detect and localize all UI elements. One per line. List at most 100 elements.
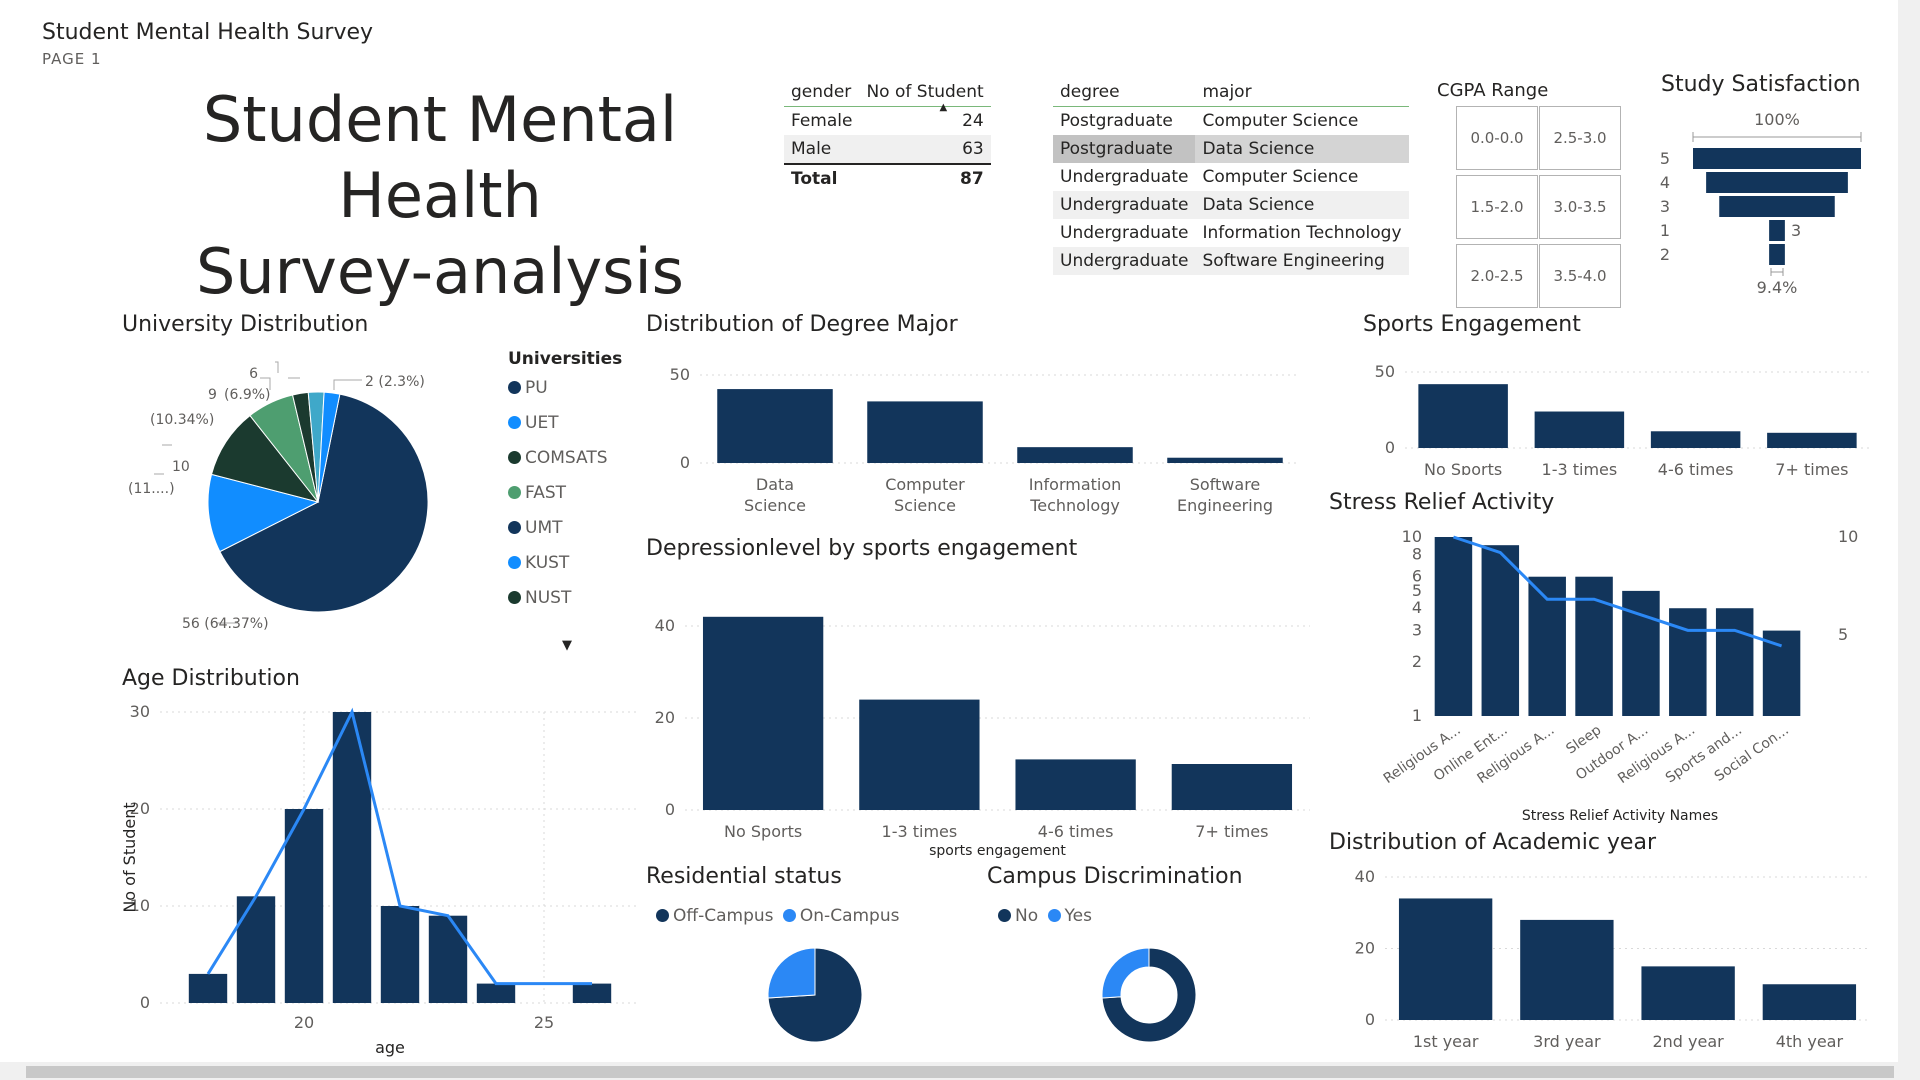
table-row[interactable]: Postgraduate Computer Science: [1053, 107, 1409, 136]
bar: [1641, 966, 1735, 1020]
funnel-category-label: 5: [1660, 149, 1670, 168]
residential-pie-chart[interactable]: [760, 940, 870, 1050]
age-distribution-title: Age Distribution: [122, 666, 300, 691]
gender-column-header[interactable]: gender: [791, 82, 852, 102]
depression-chart[interactable]: 0 20 40 No Sports 1-3 times 4-6 times 7+ times…: [640, 600, 1320, 865]
sports-engagement-chart[interactable]: 0 50 No Sports 1-3 times 4-6 times 7+ times: [1360, 345, 1880, 475]
cgpa-option[interactable]: 2.5-3.0: [1539, 106, 1621, 170]
academic-year-chart[interactable]: 0 20 40 1st year 3rd year 2nd year 4th year: [1340, 865, 1880, 1055]
university-legend[interactable]: PU UET COMSATS FAST UMT KUST NUST: [508, 374, 608, 619]
discrimination-legend[interactable]: No Yes: [998, 906, 1092, 926]
x-tick-label: Computer: [885, 475, 965, 494]
study-satisfaction-title: Study Satisfaction: [1661, 72, 1861, 97]
y-tick-label: 50: [670, 365, 690, 384]
legend-dot: [508, 556, 521, 569]
pie-slice: [219, 393, 429, 613]
table-row[interactable]: Undergraduate Information Technology: [1053, 219, 1409, 247]
pie-data-label: 6: [249, 366, 258, 382]
legend-item[interactable]: FAST: [508, 479, 608, 514]
bar: [236, 896, 276, 1003]
y-tick-label: 8: [1412, 544, 1422, 563]
table-row[interactable]: Male 63: [784, 135, 991, 164]
discrimination-donut-chart[interactable]: [1094, 940, 1204, 1050]
table-cell: Undergraduate: [1060, 223, 1189, 243]
legend-item[interactable]: UMT: [508, 514, 608, 549]
x-tick-label: 2nd year: [1652, 1032, 1724, 1051]
cgpa-option[interactable]: 3.5-4.0: [1539, 244, 1621, 308]
report-title: Student Mental Health Survey: [42, 20, 374, 45]
pie-slice: [317, 391, 341, 503]
table-cell: Male: [791, 139, 832, 159]
table-cell: Computer Science: [1202, 167, 1359, 187]
legend-item[interactable]: COMSATS: [508, 444, 608, 479]
degree-major-chart[interactable]: 0 50 Data Science Computer Science Information…: [650, 345, 1320, 535]
cgpa-option[interactable]: 2.0-2.5: [1456, 244, 1538, 308]
bar: [1434, 537, 1473, 716]
bar: [1017, 447, 1133, 463]
table-row[interactable]: Female 24: [784, 107, 991, 136]
x-tick-label: 3rd year: [1533, 1032, 1601, 1051]
legend-item[interactable]: PU: [508, 374, 608, 409]
count-column-header[interactable]: No of Student ▲: [859, 78, 990, 113]
degree-major-table[interactable]: degree major Postgraduate Computer Scienc…: [1053, 78, 1409, 275]
major-column-header[interactable]: major: [1202, 82, 1252, 102]
page-indicator: PAGE 1: [42, 50, 102, 68]
legend-item[interactable]: NUST: [508, 584, 608, 619]
cgpa-option[interactable]: 1.5-2.0: [1456, 175, 1538, 239]
y-tick-label: 20: [1355, 939, 1375, 958]
y-tick-label: 6: [1412, 567, 1422, 586]
degree-column-header[interactable]: degree: [1060, 82, 1120, 102]
funnel-category-label: 3: [1660, 197, 1670, 216]
sports-engagement-title: Sports Engagement: [1363, 312, 1581, 337]
x-tick-label: 7+ times: [1775, 460, 1848, 475]
legend-scroll-down-icon[interactable]: ▼: [562, 638, 572, 653]
legend-label: FAST: [525, 483, 567, 503]
y-tick-label: 4: [1412, 598, 1422, 617]
table-cell: Data Science: [1202, 195, 1315, 215]
total-label: Total: [791, 169, 838, 189]
legend-label: On-Campus: [799, 906, 900, 926]
legend-item[interactable]: KUST: [508, 549, 608, 584]
funnel-bar: [1706, 172, 1848, 193]
pie-slice: [207, 473, 320, 553]
table-cell: Undergraduate: [1060, 167, 1189, 187]
horizontal-scrollbar[interactable]: [26, 1066, 1894, 1078]
table-cell: Computer Science: [1202, 111, 1359, 131]
university-pie-chart[interactable]: 2 (2.3%) 6 (6.9%) 9 (10.34%) 10 (11....) 56 (64…: [110, 340, 500, 640]
table-row[interactable]: Undergraduate Computer Science: [1053, 163, 1409, 191]
table-cell: Data Science: [1202, 139, 1315, 159]
table-row[interactable]: Undergraduate Data Science: [1053, 191, 1409, 219]
table-row[interactable]: Undergraduate Software Engineering: [1053, 247, 1409, 275]
bar: [867, 401, 983, 463]
age-distribution-chart[interactable]: 0 10 20 30 20 25 age No of Student: [110, 695, 650, 1060]
cgpa-option[interactable]: 0.0-0.0: [1456, 106, 1538, 170]
legend-item[interactable]: UET: [508, 409, 608, 444]
funnel-category-label: 1: [1660, 221, 1670, 240]
y-tick-label: 50: [1375, 362, 1395, 381]
cgpa-option[interactable]: 3.0-3.5: [1539, 175, 1621, 239]
y-tick-label: 3: [1412, 621, 1422, 640]
residential-legend[interactable]: Off-Campus On-Campus: [656, 906, 899, 926]
legend-dot: [656, 909, 669, 922]
bar: [1575, 576, 1613, 716]
bar: [1669, 608, 1707, 716]
depression-chart-title: Depressionlevel by sports engagement: [646, 536, 1078, 561]
gender-table[interactable]: gender No of Student ▲ Female 24 Male 63 …: [784, 78, 991, 193]
bar: [284, 809, 324, 1003]
x-tick-label: Technology: [1029, 496, 1120, 515]
y-tick-label: 0: [1385, 438, 1395, 457]
bar: [1418, 384, 1508, 448]
table-cell: Software Engineering: [1202, 251, 1385, 271]
bar: [1167, 457, 1283, 463]
study-satisfaction-funnel[interactable]: 100% 5 4 3 1 2 3 9.4%: [1650, 100, 1880, 310]
legend-dot: [508, 521, 521, 534]
x-tick-label: No Sports: [1424, 460, 1502, 475]
x-tick-label: 7+ times: [1195, 822, 1268, 841]
sort-ascending-icon[interactable]: ▲: [939, 102, 948, 113]
university-legend-title: Universities: [508, 349, 623, 369]
bar: [1534, 411, 1625, 448]
bar: [1650, 431, 1741, 448]
table-row-selected[interactable]: Postgraduate Data Science: [1053, 135, 1409, 163]
x-tick-label: Religious A...: [1381, 722, 1464, 787]
